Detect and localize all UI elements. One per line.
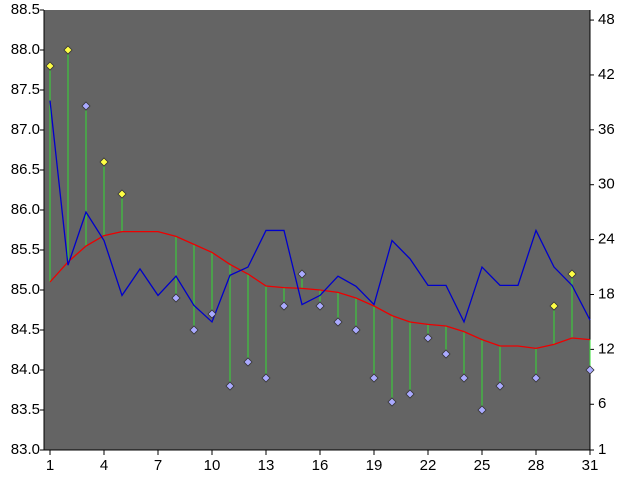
point — [315, 301, 325, 311]
y-tick-label: 83.0 — [11, 441, 40, 458]
point — [531, 373, 541, 383]
point — [369, 373, 379, 383]
point — [63, 45, 73, 55]
point — [243, 357, 253, 367]
y-tick-label: 88.0 — [11, 41, 40, 58]
point — [585, 365, 595, 375]
series-line — [49, 230, 591, 350]
y2-tick-label: 42 — [598, 66, 615, 83]
x-tick-label: 10 — [204, 457, 221, 474]
x-tick-label: 16 — [312, 457, 329, 474]
point — [549, 301, 559, 311]
y2-tick-label: 12 — [598, 340, 615, 357]
y2-tick-label: 1 — [598, 441, 606, 458]
point — [495, 381, 505, 391]
point — [189, 325, 199, 335]
point — [297, 269, 307, 279]
point — [387, 397, 397, 407]
point — [261, 373, 271, 383]
y-tick-label: 83.5 — [11, 401, 40, 418]
y-tick-label: 85.5 — [11, 241, 40, 258]
plot-area — [44, 10, 590, 450]
y2-tick-label: 24 — [598, 231, 615, 248]
y2-tick-label: 6 — [598, 395, 606, 412]
y-tick-label: 86.5 — [11, 161, 40, 178]
x-tick-label: 28 — [528, 457, 545, 474]
y2-tick-label: 30 — [598, 176, 615, 193]
x-tick-label: 1 — [46, 457, 54, 474]
x-tick-label: 13 — [258, 457, 275, 474]
point — [333, 317, 343, 327]
point — [45, 61, 55, 71]
y-tick-label: 86.0 — [11, 201, 40, 218]
y2-tick-label: 18 — [598, 285, 615, 302]
point — [459, 373, 469, 383]
x-tick-label: 22 — [420, 457, 437, 474]
point — [567, 269, 577, 279]
y2-tick-label: 48 — [598, 11, 615, 28]
x-tick-label: 31 — [582, 457, 599, 474]
point — [207, 309, 217, 319]
y2-tick-label: 36 — [598, 121, 615, 138]
point — [99, 157, 109, 167]
point — [423, 333, 433, 343]
x-tick-label: 4 — [100, 457, 108, 474]
point — [279, 301, 289, 311]
x-tick-label: 19 — [366, 457, 383, 474]
y-tick-label: 87.0 — [11, 121, 40, 138]
point — [351, 325, 361, 335]
point — [117, 189, 127, 199]
x-tick-label: 25 — [474, 457, 491, 474]
y-tick-label: 87.5 — [11, 81, 40, 98]
y-tick-label: 84.5 — [11, 321, 40, 338]
x-tick-label: 7 — [154, 457, 162, 474]
point — [171, 293, 181, 303]
point — [81, 101, 91, 111]
point — [477, 405, 487, 415]
point — [225, 381, 235, 391]
series-line — [49, 100, 591, 324]
y-tick-label: 85.0 — [11, 281, 40, 298]
y-tick-label: 84.0 — [11, 361, 40, 378]
y-tick-label: 88.5 — [11, 1, 40, 18]
point — [405, 389, 415, 399]
point — [441, 349, 451, 359]
